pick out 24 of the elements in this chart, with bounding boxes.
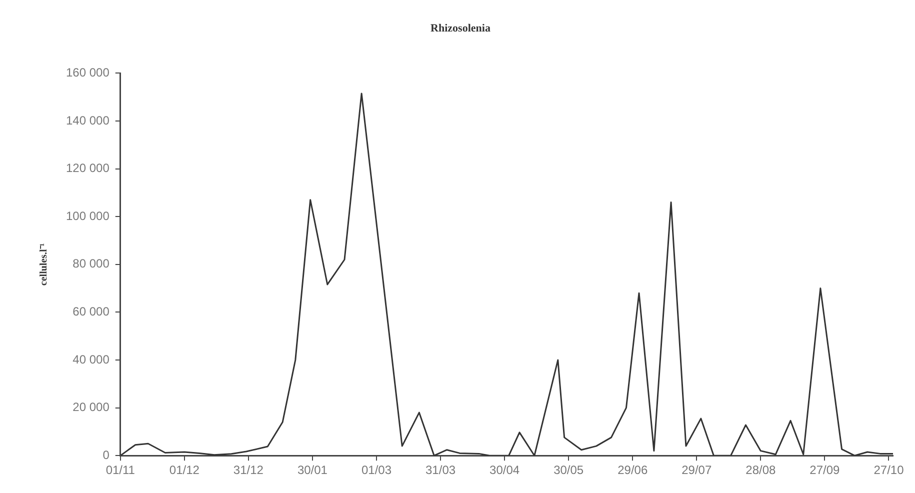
y-axis-title: cellules.l⁻¹ (38, 243, 50, 286)
x-tick-label: 30/05 (554, 463, 584, 478)
x-tick-label: 27/09 (810, 463, 840, 478)
x-tick-label: 29/06 (618, 463, 648, 478)
x-tick-label: 01/03 (361, 463, 392, 478)
x-tick-label: 30/01 (297, 463, 328, 478)
x-tick-label: 01/12 (169, 463, 200, 478)
x-tick-label: 01/11 (106, 463, 136, 478)
y-tick-label: 140 000 (66, 113, 110, 128)
y-tick-label: 0 (102, 448, 110, 462)
chart-title: Rhizosolenia (430, 22, 491, 34)
x-tick-label: 27/10 (874, 463, 904, 478)
x-tick-label: 30/04 (490, 463, 520, 478)
y-tick-label: 60 000 (72, 304, 110, 319)
x-tick-label: 28/08 (746, 463, 776, 478)
x-tick-label: 31/12 (233, 463, 264, 478)
y-tick-label: 40 000 (72, 352, 110, 366)
y-tick-label: 20 000 (72, 400, 110, 414)
y-tick-label: 80 000 (72, 256, 110, 271)
y-tick-label: 100 000 (66, 208, 110, 223)
x-tick-label: 29/07 (682, 463, 712, 478)
y-tick-label: 160 000 (66, 66, 110, 80)
x-tick-label: 31/03 (426, 463, 456, 478)
y-tick-label: 120 000 (66, 161, 110, 176)
